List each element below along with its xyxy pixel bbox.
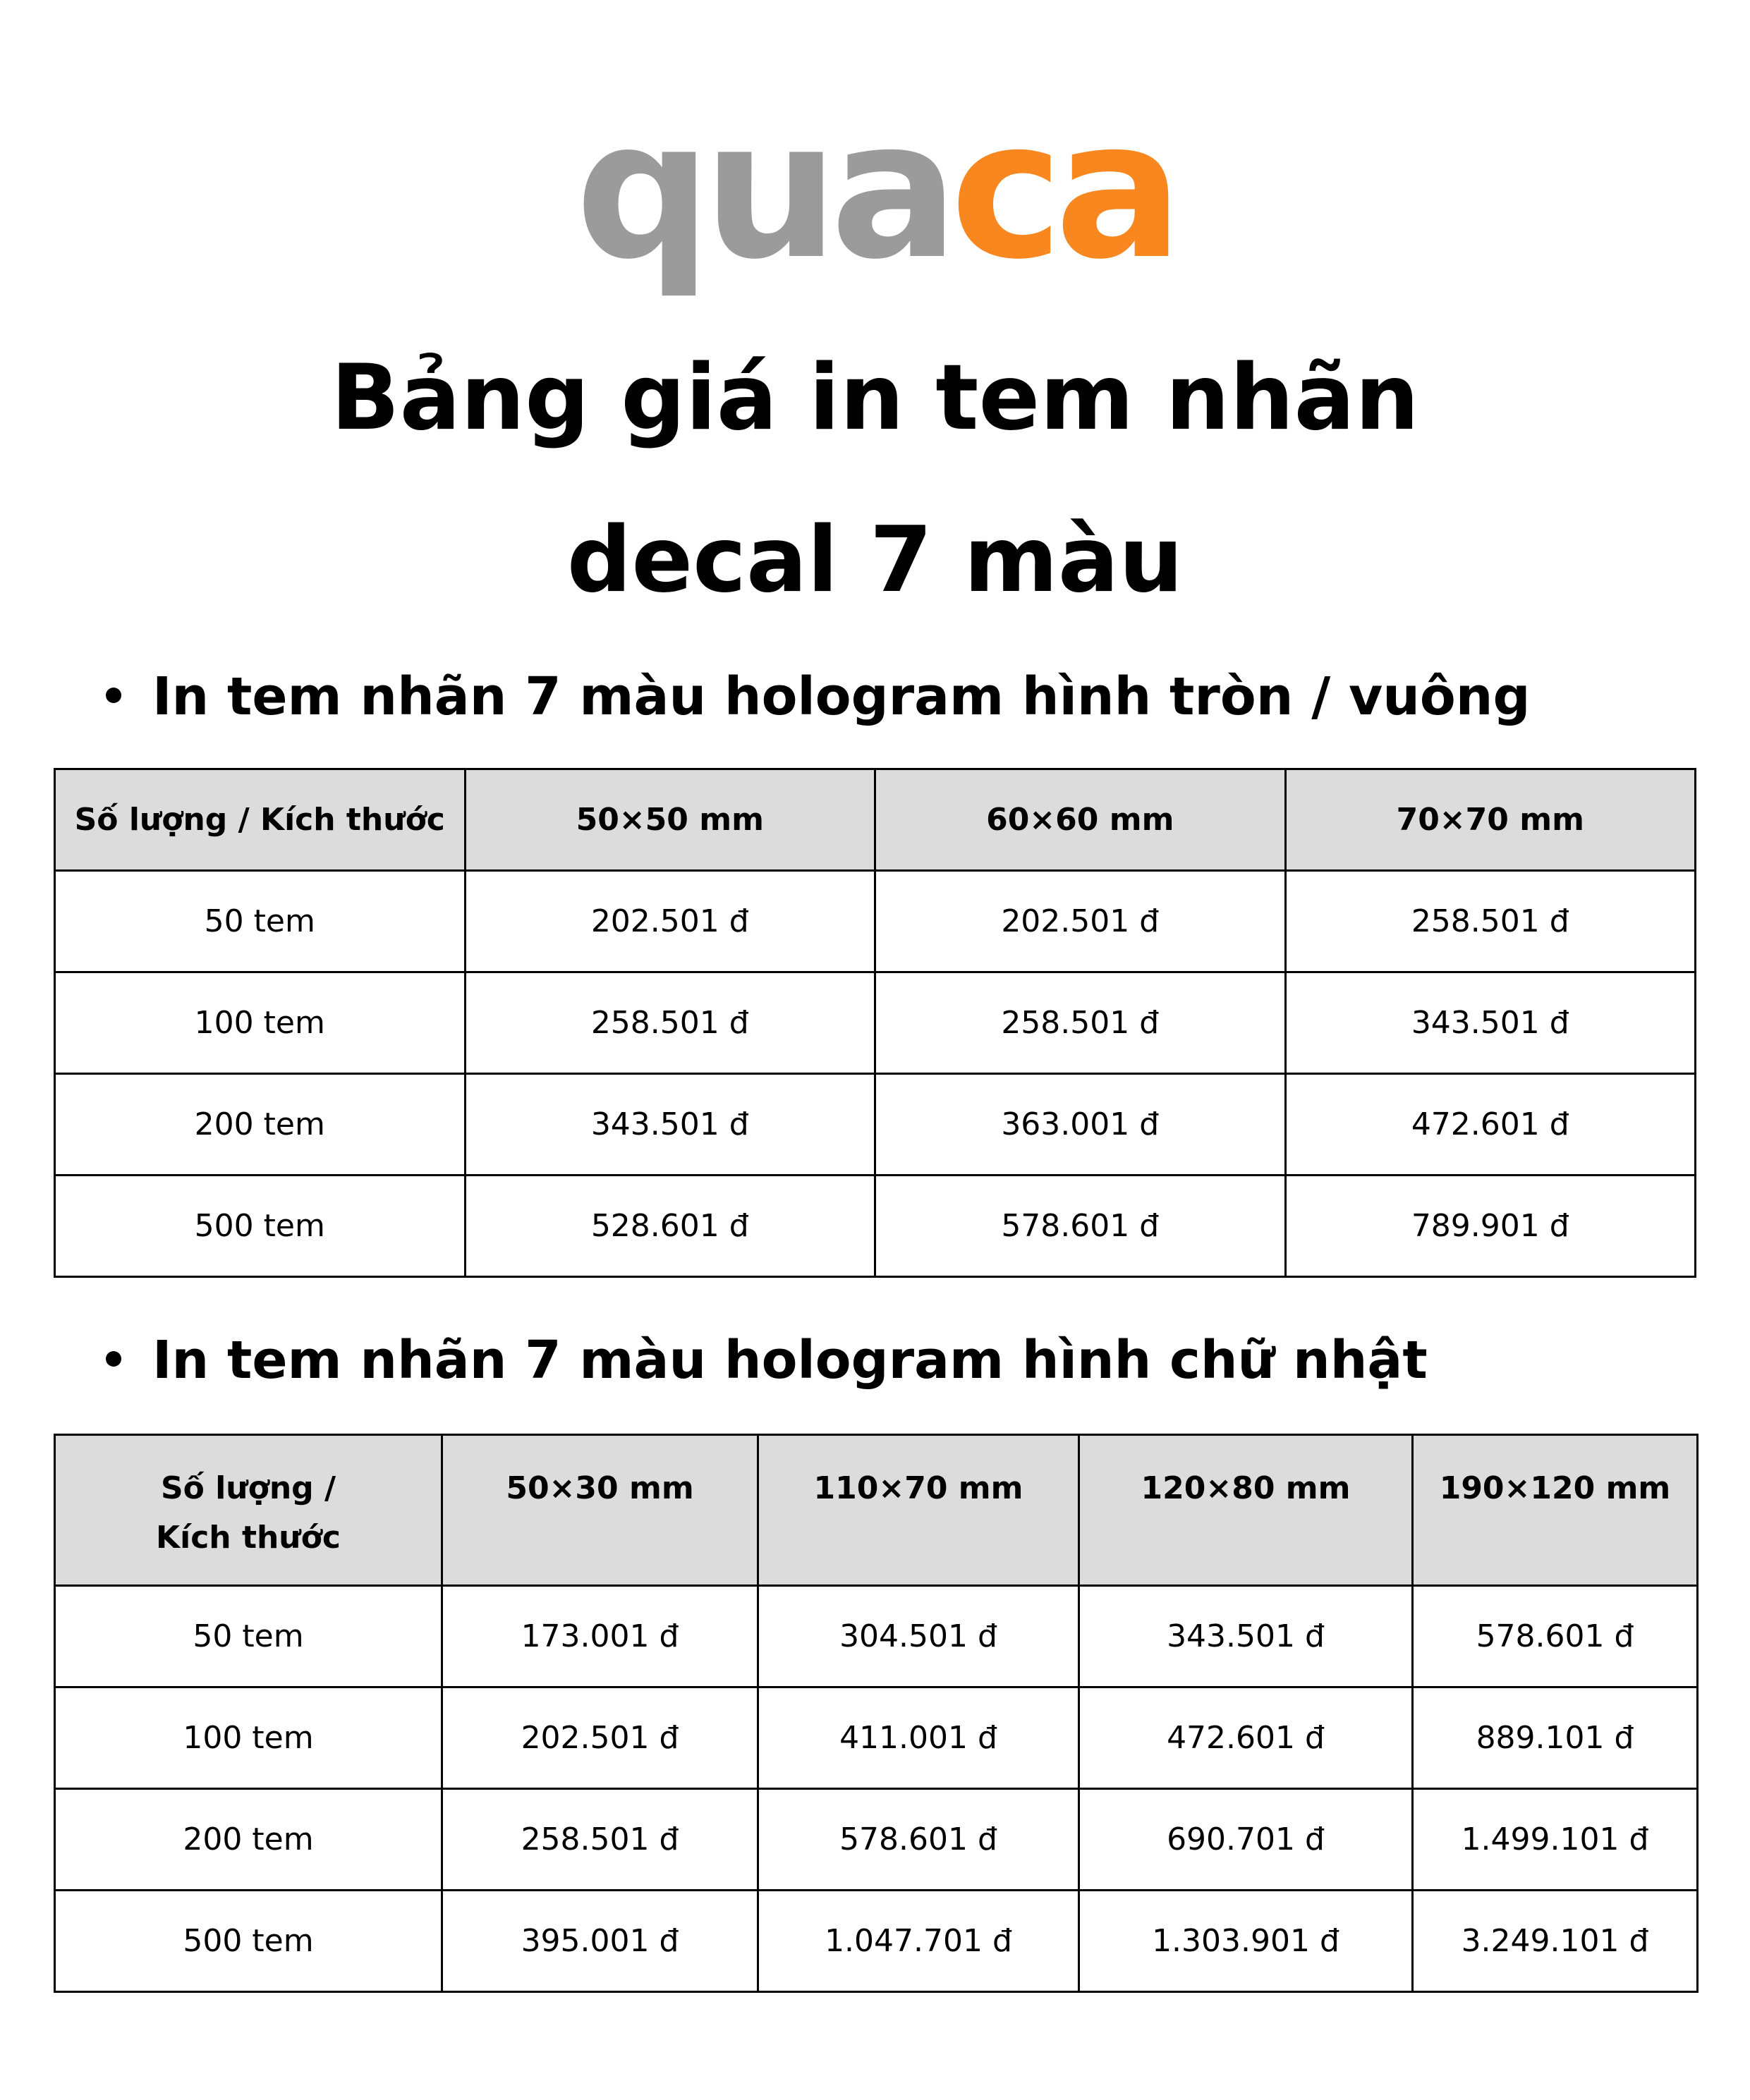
quantity-cell: 500 tem (54, 1174, 466, 1278)
price-table-rectangle: Số lượng / Kích thước 50×30 mm 110×70 mm… (54, 1434, 1699, 1993)
price-cell: 411.001 đ (757, 1686, 1080, 1790)
price-cell: 343.501 đ (1078, 1585, 1414, 1688)
price-cell: 173.001 đ (441, 1585, 759, 1688)
header-cell: 110×70 mm (757, 1434, 1080, 1587)
price-cell: 789.901 đ (1284, 1174, 1696, 1278)
table-row: 100 tem 258.501 đ 258.501 đ 343.501 đ (54, 971, 1696, 1075)
price-cell: 258.501 đ (874, 971, 1287, 1075)
price-cell: 304.501 đ (757, 1585, 1080, 1688)
price-cell: 889.101 đ (1411, 1686, 1699, 1790)
price-cell: 578.601 đ (1411, 1585, 1699, 1688)
section-heading-2: In tem nhãn 7 màu hologram hình chữ nhật (106, 1329, 1428, 1392)
section-heading-text: In tem nhãn 7 màu hologram hình chữ nhật (152, 1330, 1428, 1391)
price-cell: 258.501 đ (441, 1788, 759, 1891)
title-line-1: Bảng giá in tem nhãn (331, 346, 1419, 451)
header-cell: 190×120 mm (1411, 1434, 1699, 1587)
price-cell: 578.601 đ (757, 1788, 1080, 1891)
table-header-row: Số lượng / Kích thước 50×50 mm 60×60 mm … (54, 768, 1696, 872)
price-cell: 202.501 đ (874, 869, 1287, 973)
table-header-row: Số lượng / Kích thước 50×30 mm 110×70 mm… (54, 1434, 1699, 1587)
price-table-round-square: Số lượng / Kích thước 50×50 mm 60×60 mm … (54, 768, 1696, 1278)
price-cell: 202.501 đ (441, 1686, 759, 1790)
table-row: 500 tem 528.601 đ 578.601 đ 789.901 đ (54, 1174, 1696, 1278)
price-cell: 3.249.101 đ (1411, 1889, 1699, 1993)
price-cell: 343.501 đ (463, 1073, 876, 1176)
quantity-cell: 100 tem (54, 1686, 443, 1790)
table-row: 500 tem 395.001 đ 1.047.701 đ 1.303.901 đ 3.… (54, 1889, 1699, 1993)
table-row: 200 tem 343.501 đ 363.001 đ 472.601 đ (54, 1073, 1696, 1176)
table-row: 50 tem 202.501 đ 202.501 đ 258.501 đ (54, 869, 1696, 973)
price-cell: 202.501 đ (463, 869, 876, 973)
table-row: 100 tem 202.501 đ 411.001 đ 472.601 đ 889.10… (54, 1686, 1699, 1790)
header-cell: Số lượng / Kích thước (54, 1434, 443, 1587)
header-cell: Số lượng / Kích thước (54, 768, 466, 872)
title-line-2: decal 7 màu (566, 508, 1184, 613)
price-cell: 258.501 đ (1284, 869, 1696, 973)
price-cell: 578.601 đ (874, 1174, 1287, 1278)
quantity-cell: 200 tem (54, 1788, 443, 1891)
price-cell: 343.501 đ (1284, 971, 1696, 1075)
header-cell: 60×60 mm (874, 768, 1287, 872)
quantity-cell: 100 tem (54, 971, 466, 1075)
logo-text-grey: qua (575, 79, 959, 301)
price-cell: 528.601 đ (463, 1174, 876, 1278)
section-heading-text: In tem nhãn 7 màu hologram hình tròn / v… (152, 666, 1531, 727)
header-cell: 50×30 mm (441, 1434, 759, 1587)
bullet-icon (106, 688, 121, 704)
quantity-cell: 500 tem (54, 1889, 443, 1993)
header-cell: 50×50 mm (463, 768, 876, 872)
page-title: Bảng giá in tem nhãn decal 7 màu (0, 317, 1750, 642)
price-cell: 363.001 đ (874, 1073, 1287, 1176)
price-cell: 1.047.701 đ (757, 1889, 1080, 1993)
header-cell: 120×80 mm (1078, 1434, 1414, 1587)
header-cell: 70×70 mm (1284, 768, 1696, 872)
price-cell: 1.303.901 đ (1078, 1889, 1414, 1993)
price-cell: 395.001 đ (441, 1889, 759, 1993)
table-row: 50 tem 173.001 đ 304.501 đ 343.501 đ 578.601… (54, 1585, 1699, 1688)
section-heading-1: In tem nhãn 7 màu hologram hình tròn / v… (106, 665, 1530, 728)
quantity-cell: 50 tem (54, 869, 466, 973)
logo-text-orange: ca (950, 79, 1183, 301)
price-cell: 1.499.101 đ (1411, 1788, 1699, 1891)
price-cell: 472.601 đ (1078, 1686, 1414, 1790)
quaca-logo: quaca (0, 85, 1750, 296)
bullet-icon (106, 1351, 121, 1367)
quantity-cell: 50 tem (54, 1585, 443, 1688)
table-row: 200 tem 258.501 đ 578.601 đ 690.701 đ 1.499.… (54, 1788, 1699, 1891)
price-cell: 258.501 đ (463, 971, 876, 1075)
price-cell: 472.601 đ (1284, 1073, 1696, 1176)
price-cell: 690.701 đ (1078, 1788, 1414, 1891)
quantity-cell: 200 tem (54, 1073, 466, 1176)
